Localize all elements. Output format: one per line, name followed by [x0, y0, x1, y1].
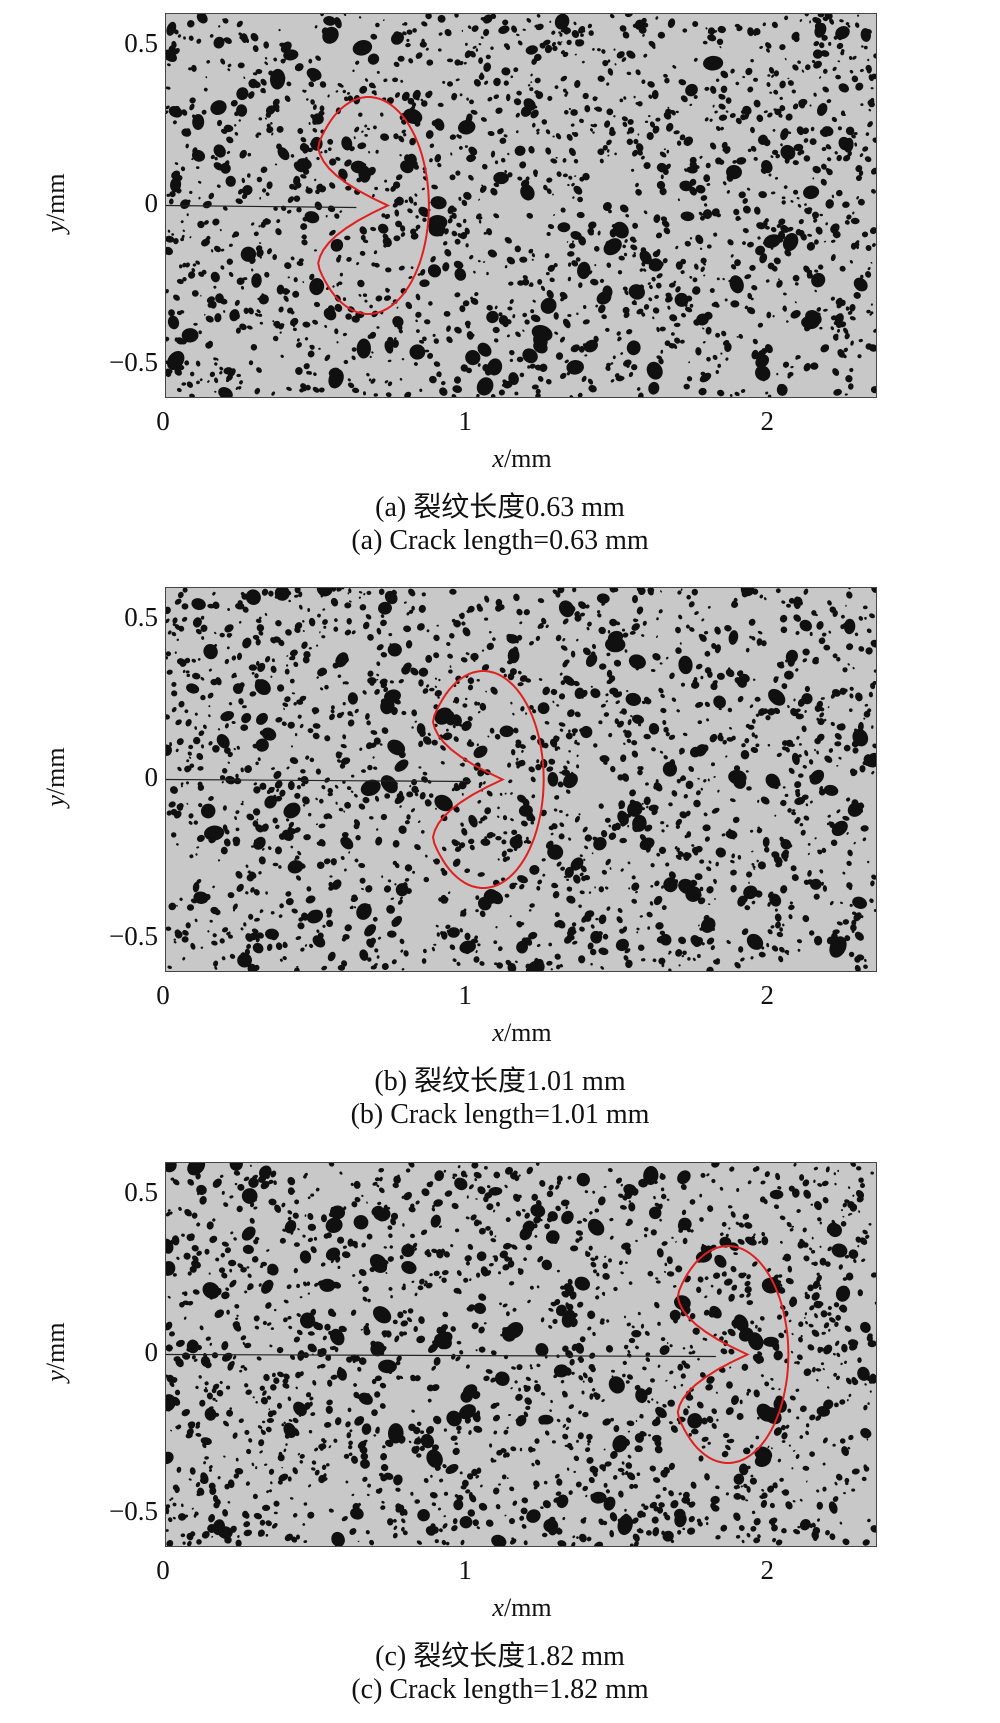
x-axis-label: x/mm: [492, 1593, 551, 1623]
speckle-image-plot: [165, 587, 877, 972]
speckle-dots: [166, 1163, 876, 1546]
y-axis-label: y/mm: [41, 1322, 71, 1381]
x-tick-label: 0: [156, 1555, 170, 1585]
speckle-image-plot: [165, 13, 877, 398]
figure-panel-b: 0.5 0 −0.5 0 1 2 y/mm x/mm (b) 裂纹长度1.01 mm (b) Cr…: [0, 574, 1000, 1148]
y-tick-label: 0.5: [124, 601, 158, 632]
x-axis-var: x: [492, 1018, 504, 1047]
speckle-image: [166, 14, 876, 397]
x-axis-unit: /mm: [503, 444, 552, 473]
caption-english: (b) Crack length=1.01 mm: [350, 1099, 650, 1130]
plastic-zone-outline: [317, 96, 430, 315]
caption-chinese: (c) 裂纹长度1.82 mm: [375, 1641, 625, 1672]
y-tick-label: 0.5: [124, 27, 158, 58]
y-axis-unit: /mm: [41, 1322, 70, 1371]
speckle-image-plot: [165, 1162, 877, 1547]
y-axis-unit: /mm: [41, 173, 70, 222]
x-axis-var: x: [492, 1593, 504, 1622]
y-axis-label: y/mm: [41, 173, 71, 232]
x-axis-unit: /mm: [503, 1018, 552, 1047]
y-tick-label: 0.5: [124, 1176, 158, 1207]
y-tick-label: −0.5: [109, 921, 158, 952]
y-axis-label: y/mm: [41, 747, 71, 806]
figure-panel-a: 0.5 0 −0.5 0 1 2 y/mm x/mm (a) 裂纹长度0.63 mm (a) Cr…: [0, 0, 1000, 574]
caption-english: (a) Crack length=0.63 mm: [351, 525, 649, 556]
y-axis-var: y: [41, 795, 70, 807]
x-tick-label: 0: [156, 980, 170, 1010]
caption-chinese: (a) 裂纹长度0.63 mm: [375, 492, 625, 523]
crack-line: [166, 204, 357, 209]
speckle-image: [166, 588, 876, 971]
crack-line: [166, 1353, 716, 1358]
plastic-zone-outline: [676, 1245, 790, 1464]
x-axis-label: x/mm: [492, 444, 551, 474]
x-tick-label: 1: [458, 980, 472, 1010]
x-tick-label: 2: [760, 980, 775, 1010]
speckle-image: [166, 1163, 876, 1546]
x-axis-label: x/mm: [492, 1018, 551, 1048]
x-tick-label: 2: [760, 406, 775, 436]
crack-line: [166, 778, 472, 783]
caption-english: (c) Crack length=1.82 mm: [351, 1674, 649, 1705]
x-tick-label: 2: [760, 1555, 775, 1585]
x-tick-label: 0: [156, 406, 170, 436]
y-tick-label: −0.5: [109, 1496, 158, 1527]
speckle-background: [166, 588, 876, 971]
speckle-dots: [166, 588, 876, 971]
y-tick-label: 0: [144, 761, 159, 792]
plastic-zone-outline: [431, 670, 545, 889]
figure-panel-c: 0.5 0 −0.5 0 1 2 y/mm x/mm (c) 裂纹长度1.82 mm (c) Cr…: [0, 1149, 1000, 1723]
x-axis-var: x: [492, 444, 504, 473]
y-tick-label: 0: [144, 1336, 159, 1367]
y-axis-var: y: [41, 1370, 70, 1382]
speckle-dots: [166, 14, 876, 397]
y-tick-label: 0: [144, 187, 159, 218]
y-axis-unit: /mm: [41, 747, 70, 796]
y-tick-label: −0.5: [109, 347, 158, 378]
x-axis-unit: /mm: [503, 1593, 552, 1622]
x-tick-label: 1: [458, 406, 472, 436]
y-axis-var: y: [41, 221, 70, 233]
caption-chinese: (b) 裂纹长度1.01 mm: [374, 1066, 626, 1097]
x-tick-label: 1: [458, 1555, 472, 1585]
